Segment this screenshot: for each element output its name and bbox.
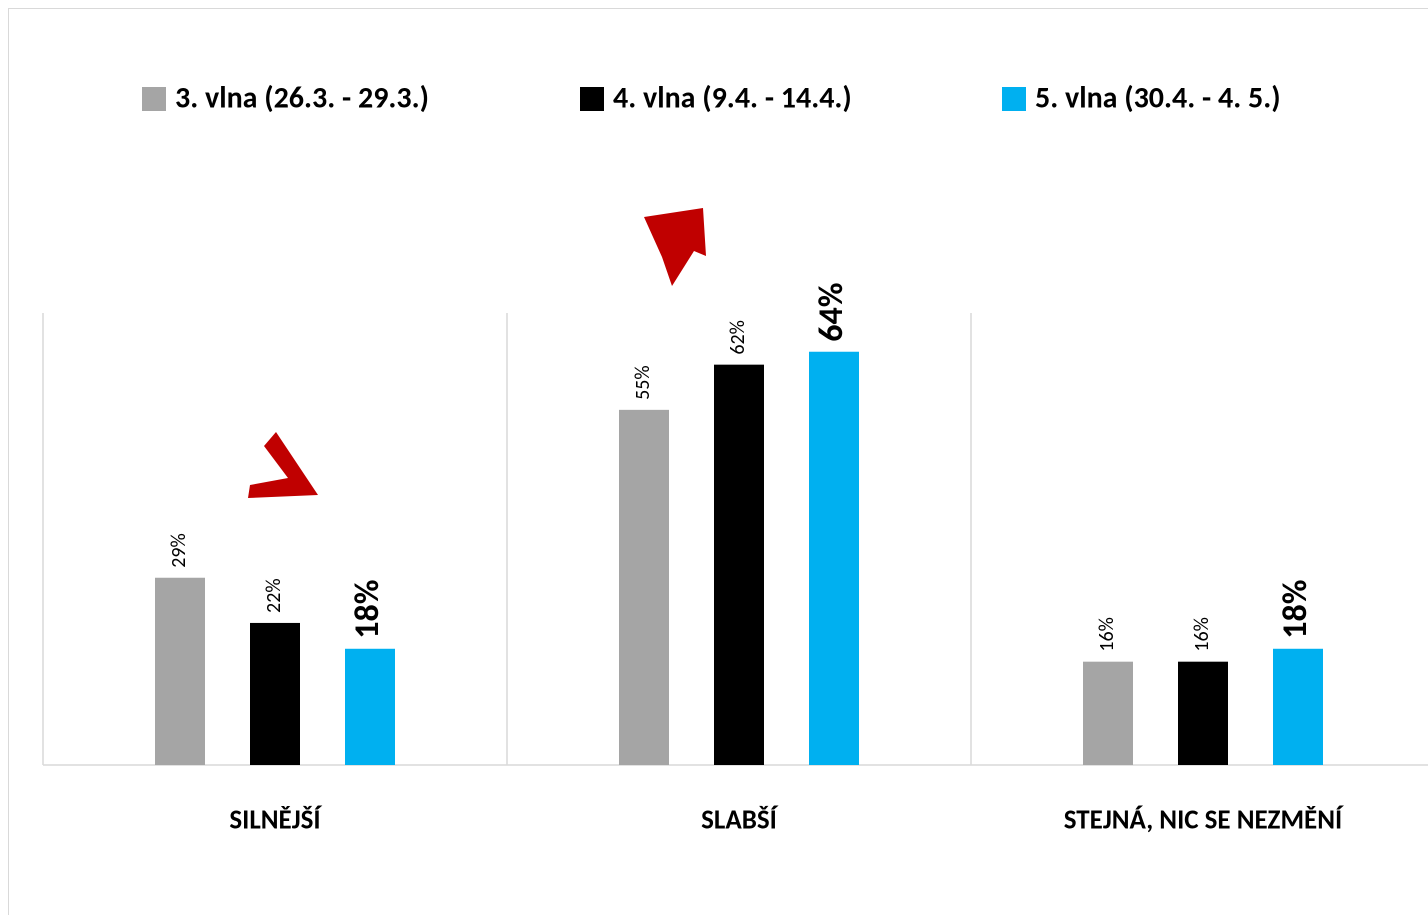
bar bbox=[1178, 661, 1228, 765]
bar bbox=[1083, 661, 1133, 765]
data-label: 18% bbox=[1275, 580, 1316, 639]
arrow-down bbox=[248, 432, 318, 498]
data-label: 18% bbox=[347, 580, 388, 639]
legend-swatch bbox=[1002, 87, 1026, 111]
chart-border bbox=[8, 8, 1428, 915]
legend-label: 3. vlna (26.3. - 29.3.) bbox=[175, 79, 429, 116]
legend-label: 4. vlna (9.4. - 14.4.) bbox=[613, 79, 852, 116]
bar bbox=[250, 622, 300, 765]
legend-swatch bbox=[580, 87, 604, 111]
bar bbox=[809, 351, 859, 765]
legend-label: 5. vlna (30.4. - 4. 5.) bbox=[1035, 79, 1281, 116]
x-tick-label: SILNĚJŠÍ bbox=[229, 804, 322, 837]
bar bbox=[619, 409, 669, 765]
x-tick-label: SLABŠÍ bbox=[701, 804, 778, 837]
legend-swatch bbox=[142, 87, 166, 111]
data-label: 16% bbox=[1095, 617, 1119, 652]
arrow-up bbox=[644, 208, 706, 286]
x-tick-label: STEJNÁ, NIC SE NEZMĚNÍ bbox=[1064, 804, 1344, 837]
data-label: 64% bbox=[811, 282, 852, 341]
bar bbox=[714, 364, 764, 765]
bar bbox=[345, 648, 395, 765]
data-label: 55% bbox=[631, 365, 655, 400]
bar bbox=[1273, 648, 1323, 765]
data-label: 62% bbox=[726, 320, 750, 355]
bar bbox=[155, 577, 205, 765]
data-label: 22% bbox=[262, 578, 286, 613]
data-label: 16% bbox=[1190, 617, 1214, 652]
data-label: 29% bbox=[167, 533, 191, 568]
